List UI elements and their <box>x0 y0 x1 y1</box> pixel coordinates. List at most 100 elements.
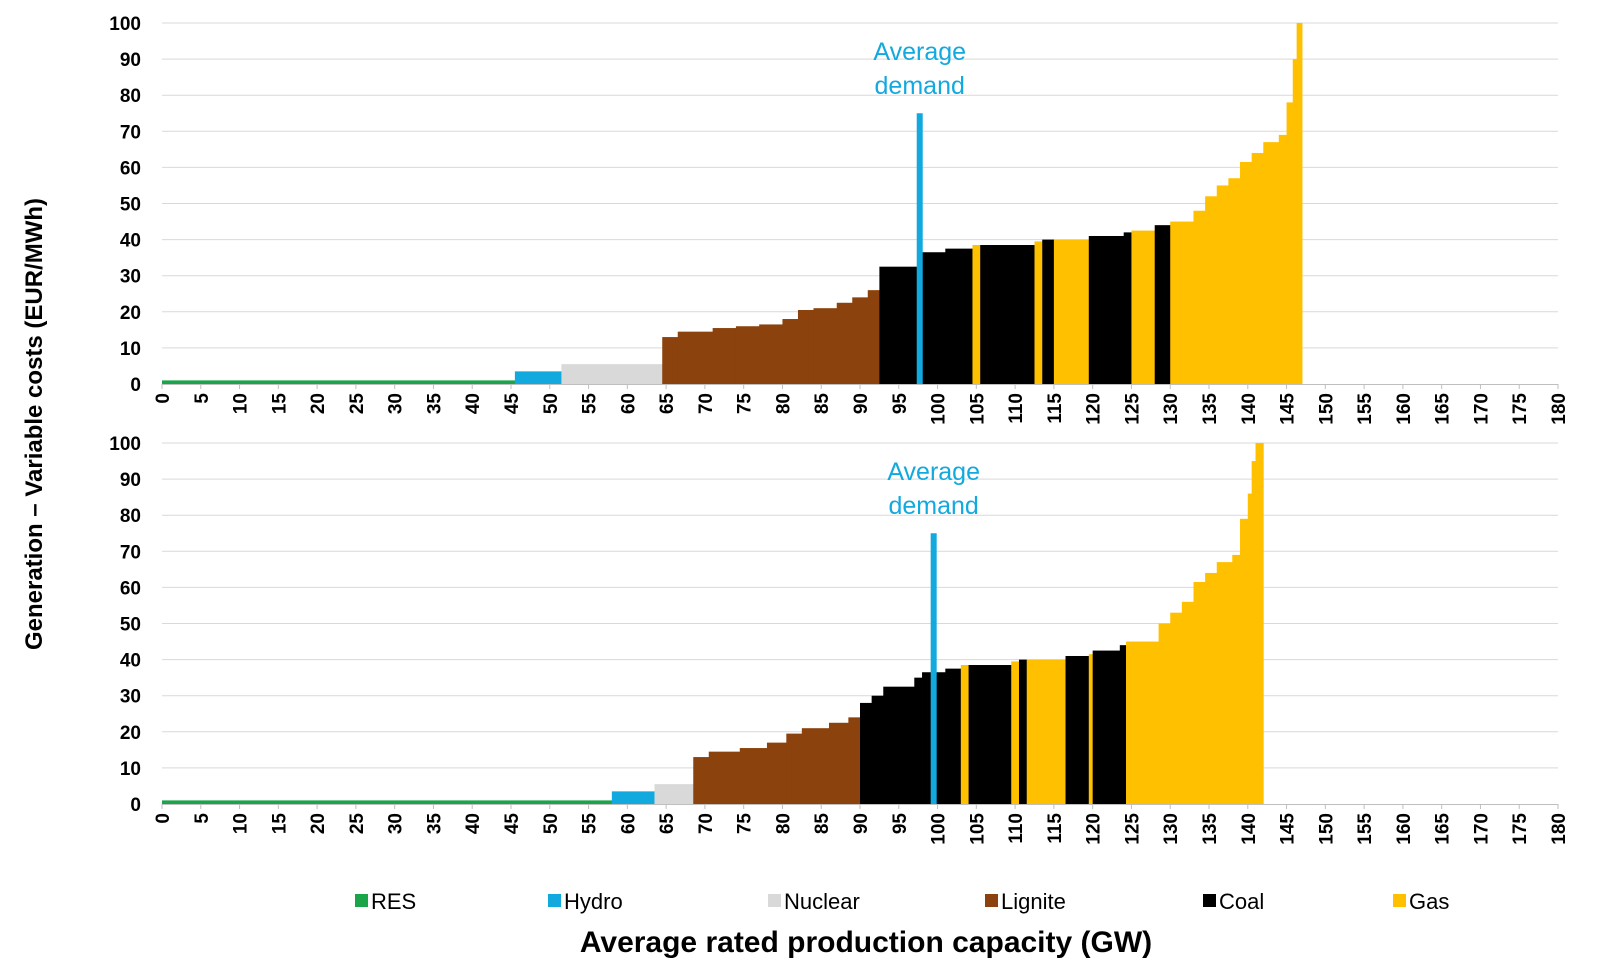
x-tick-label: 25 <box>347 813 368 835</box>
x-tick-label: 35 <box>424 813 445 835</box>
y-tick-label: 70 <box>120 122 141 143</box>
x-tick-label: 140 <box>1239 813 1260 845</box>
bar-gas <box>1170 612 1183 804</box>
x-tick-label: 35 <box>424 393 445 415</box>
x-tick-label: 120 <box>1084 813 1105 845</box>
y-tick-label: 70 <box>120 542 141 563</box>
bar-gas <box>1193 581 1206 804</box>
bar-gas <box>1286 102 1294 385</box>
bar-lignite <box>759 324 783 384</box>
x-tick-label: 40 <box>463 393 484 414</box>
legend-swatch <box>1203 894 1216 907</box>
y-axis-label: Generation – Variable costs (EUR/MWh) <box>21 198 48 650</box>
bar-lignite <box>786 733 803 804</box>
x-tick-label: 100 <box>929 393 950 425</box>
x-tick-label: 170 <box>1471 813 1492 845</box>
bar-lignite <box>797 309 814 384</box>
x-tick-label: 140 <box>1239 393 1260 425</box>
bar-coal <box>883 686 915 804</box>
x-tick-label: 130 <box>1161 813 1182 845</box>
bar-coal <box>914 677 923 804</box>
x-tick-label: 80 <box>773 813 794 834</box>
bar-coal <box>922 252 946 384</box>
x-tick-label: 40 <box>463 813 484 834</box>
x-tick-label: 45 <box>502 393 523 415</box>
bar-gas <box>1240 518 1249 804</box>
x-tick-label: 5 <box>192 393 213 404</box>
legend-item-coal: Coal <box>1203 889 1264 914</box>
legend-item-nuclear: Nuclear <box>768 889 860 914</box>
y-tick-label: 40 <box>120 651 141 672</box>
y-tick-label: 30 <box>120 267 141 288</box>
y-tick-label: 40 <box>120 231 141 252</box>
x-tick-label: 150 <box>1316 393 1337 425</box>
x-tick-label: 20 <box>308 393 329 414</box>
bar-coal <box>1088 235 1125 384</box>
bar-lignite <box>828 722 849 804</box>
y-tick-label: 60 <box>120 158 141 179</box>
bar-hydro <box>514 371 562 384</box>
x-tick-label: 105 <box>967 813 988 845</box>
bar-lignite <box>836 302 853 384</box>
bar-nuclear <box>561 364 663 384</box>
x-tick-label: 25 <box>347 393 368 415</box>
x-tick-label: 10 <box>231 813 252 834</box>
bar-gas <box>1216 562 1233 804</box>
bar-gas <box>1205 572 1218 804</box>
bar-coal <box>1123 232 1132 384</box>
x-tick-label: 160 <box>1394 393 1415 425</box>
bar-gas <box>1205 196 1218 384</box>
x-tick-label: 110 <box>1006 393 1027 424</box>
x-tick-label: 50 <box>541 813 562 834</box>
bar-gas <box>1292 59 1298 384</box>
legend-label: Hydro <box>564 889 623 914</box>
x-tick-label: 115 <box>1045 813 1066 844</box>
x-tick-label: 10 <box>231 393 252 414</box>
x-tick-label: 75 <box>735 393 756 415</box>
x-tick-label: 125 <box>1122 393 1143 425</box>
average-demand-label: demand <box>875 72 965 100</box>
x-tick-label: 85 <box>812 813 833 835</box>
legend-label: Coal <box>1219 889 1264 914</box>
bar-gas <box>1053 239 1090 384</box>
x-tick-label: 15 <box>269 813 290 835</box>
x-tick-label: 0 <box>153 393 174 404</box>
y-tick-label: 0 <box>130 795 141 816</box>
legend-label: Lignite <box>1001 889 1066 914</box>
x-tick-label: 20 <box>308 813 329 834</box>
bar-coal <box>945 668 962 804</box>
y-tick-label: 30 <box>120 687 141 708</box>
x-tick-label: 180 <box>1549 813 1570 845</box>
x-tick-label: 155 <box>1355 393 1376 425</box>
x-tick-label: 170 <box>1471 393 1492 425</box>
x-tick-label: 30 <box>386 393 407 414</box>
legend-item-gas: Gas <box>1393 889 1449 914</box>
bar-coal <box>871 695 884 804</box>
x-tick-label: 55 <box>580 393 601 415</box>
bar-res <box>162 800 613 804</box>
y-tick-label: 80 <box>120 506 141 527</box>
bar-res <box>162 380 516 384</box>
bar-gas <box>1228 178 1241 384</box>
x-tick-label: 135 <box>1200 813 1221 845</box>
bar-gas <box>1240 161 1253 384</box>
x-tick-label: 95 <box>890 813 911 835</box>
bar-gas <box>1131 230 1156 384</box>
bar-coal <box>879 266 923 384</box>
x-tick-label: 120 <box>1084 393 1105 425</box>
legend-swatch <box>355 894 368 907</box>
bar-lignite <box>712 328 737 384</box>
bar-coal <box>968 665 1012 804</box>
y-tick-label: 20 <box>120 723 141 744</box>
x-tick-label: 60 <box>618 813 639 834</box>
bar-gas <box>1158 623 1171 804</box>
bar-gas <box>1026 659 1066 804</box>
y-tick-label: 90 <box>120 470 141 491</box>
x-tick-label: 5 <box>192 813 213 824</box>
bar-gas <box>1251 461 1256 804</box>
x-tick-label: 65 <box>657 813 678 835</box>
bar-nuclear <box>654 784 694 804</box>
x-tick-label: 110 <box>1006 813 1027 844</box>
bar-gas <box>1170 221 1194 384</box>
x-tick-label: 115 <box>1045 393 1066 424</box>
